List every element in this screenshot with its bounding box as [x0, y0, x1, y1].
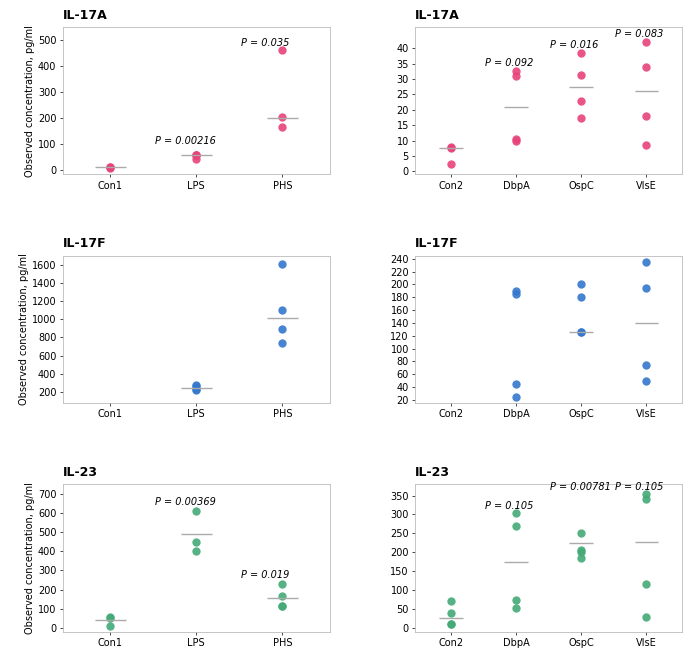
Text: IL-17F: IL-17F — [415, 237, 459, 250]
Text: P = 0.00369: P = 0.00369 — [155, 497, 216, 507]
Text: IL-23: IL-23 — [63, 466, 97, 479]
Text: P = 0.019: P = 0.019 — [241, 571, 290, 581]
Text: P = 0.035: P = 0.035 — [241, 38, 290, 48]
Y-axis label: Observed concentration, pg/ml: Observed concentration, pg/ml — [25, 25, 35, 177]
Text: P = 0.00781: P = 0.00781 — [550, 482, 611, 493]
Text: P = 0.105: P = 0.105 — [615, 482, 663, 493]
Text: IL-17F: IL-17F — [63, 237, 106, 250]
Text: P = 0.092: P = 0.092 — [484, 58, 533, 69]
Text: IL-17A: IL-17A — [415, 9, 460, 22]
Text: P = 0.016: P = 0.016 — [550, 40, 599, 50]
Text: P = 0.00216: P = 0.00216 — [155, 136, 216, 146]
Text: IL-23: IL-23 — [415, 466, 450, 479]
Text: IL-17A: IL-17A — [63, 9, 107, 22]
Text: P = 0.083: P = 0.083 — [615, 29, 663, 39]
Y-axis label: Observed concentration, pg/ml: Observed concentration, pg/ml — [19, 253, 29, 405]
Text: P = 0.105: P = 0.105 — [484, 501, 533, 511]
Y-axis label: Observed concentration, pg/ml: Observed concentration, pg/ml — [25, 482, 35, 634]
